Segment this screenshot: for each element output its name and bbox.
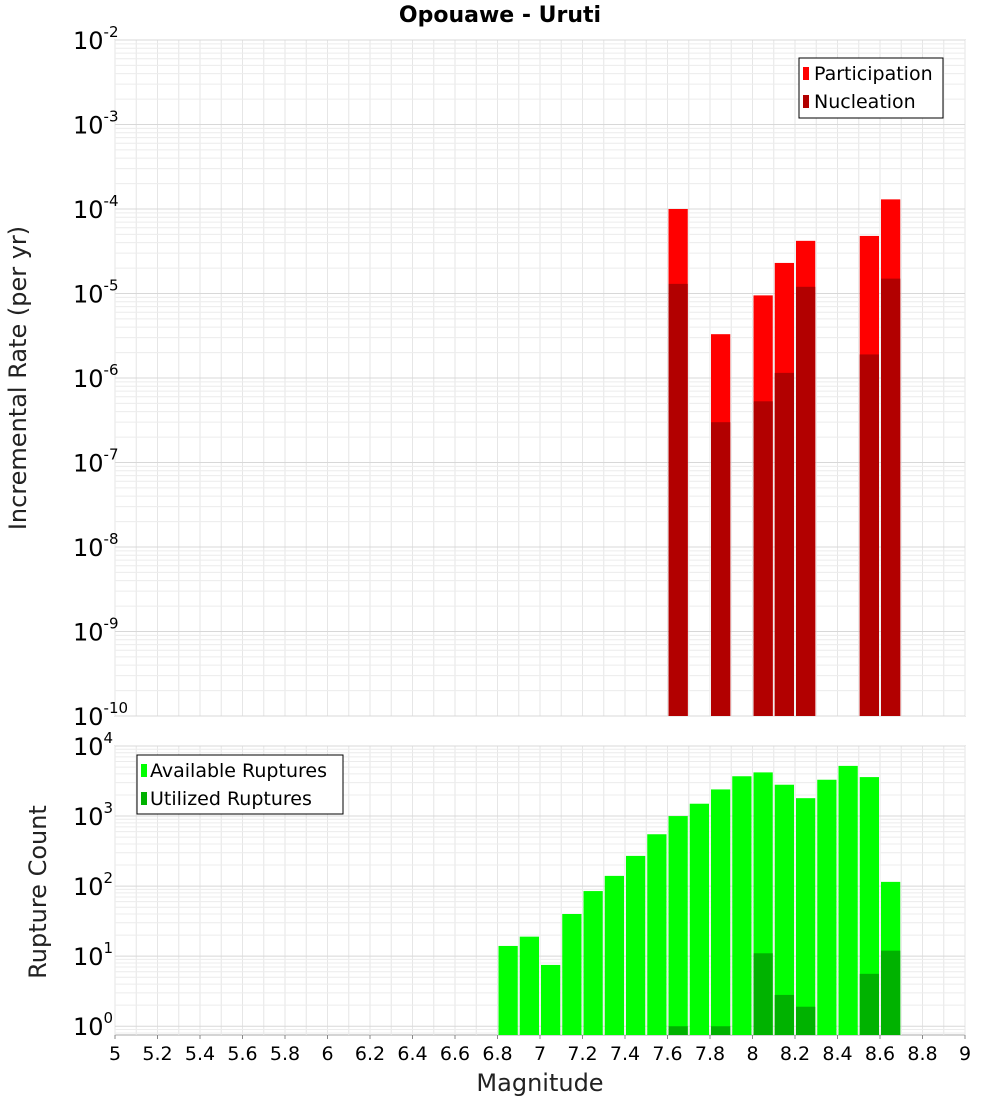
rate-y-tick-label: 10-5 bbox=[73, 277, 119, 309]
x-tick-label: 7.4 bbox=[610, 1043, 640, 1065]
rate-y-tick-label: 10-9 bbox=[73, 615, 119, 647]
x-tick-label: 5.2 bbox=[142, 1043, 172, 1065]
x-tick-label: 8.2 bbox=[780, 1043, 810, 1065]
count-available-ruptures-bar bbox=[689, 803, 709, 1035]
count-available-ruptures-bar bbox=[583, 891, 603, 1035]
count-available-ruptures-bar bbox=[774, 784, 794, 1035]
count-available-ruptures-bar bbox=[541, 964, 561, 1035]
count-available-ruptures-bar bbox=[796, 798, 816, 1035]
count-bars bbox=[498, 765, 901, 1035]
count-utilized-ruptures-bar bbox=[774, 994, 794, 1035]
count-y-tick-label: 100 bbox=[73, 1009, 113, 1041]
rate-y-axis-title: Incremental Rate (per yr) bbox=[4, 226, 32, 530]
x-tick-label: 8.8 bbox=[907, 1043, 937, 1065]
participation-swatch bbox=[803, 67, 809, 80]
x-tick-label: 5 bbox=[109, 1043, 121, 1065]
count-available-ruptures-bar bbox=[817, 779, 837, 1035]
x-tick-label: 6 bbox=[321, 1043, 333, 1065]
rate-nucleation-bar bbox=[753, 401, 773, 716]
rate-y-tick-label: 10-3 bbox=[73, 108, 119, 140]
legend-available: Available Ruptures bbox=[150, 760, 327, 782]
rate-y-tick-label: 10-6 bbox=[73, 361, 119, 393]
rupture-count-panel: 104 103 102 101 100 5 5.2 5.4 5.6 5.8 6 6.2 6.4 6.6 6… bbox=[24, 729, 971, 1097]
count-available-ruptures-bar bbox=[498, 945, 518, 1035]
x-tick-label: 7.2 bbox=[567, 1043, 597, 1065]
count-utilized-ruptures-bar bbox=[881, 950, 901, 1035]
legend-utilized: Utilized Ruptures bbox=[150, 788, 312, 810]
count-utilized-ruptures-bar bbox=[859, 973, 879, 1035]
x-tick-label: 5.8 bbox=[270, 1043, 300, 1065]
legend-participation: Participation bbox=[814, 63, 933, 85]
rate-y-tick-label: 10-4 bbox=[73, 192, 119, 224]
count-legend-box bbox=[136, 754, 344, 815]
count-available-ruptures-bar bbox=[519, 936, 539, 1035]
rate-y-tick-label: 10-10 bbox=[73, 699, 128, 731]
legend-nucleation: Nucleation bbox=[814, 91, 916, 113]
rate-gridlines bbox=[114, 39, 966, 717]
rate-y-ticks: 10-2 10-3 10-4 10-5 10-6 10-7 10-8 10-9 10-10 bbox=[73, 23, 128, 731]
rate-nucleation-bar bbox=[668, 283, 688, 716]
count-y-tick-label: 102 bbox=[73, 869, 113, 901]
rate-y-tick-label: 10-7 bbox=[73, 446, 119, 478]
x-tick-label: 7.8 bbox=[695, 1043, 725, 1065]
x-tick-label: 7.6 bbox=[652, 1043, 682, 1065]
count-available-ruptures-bar bbox=[732, 776, 752, 1035]
x-tick-label: 8.6 bbox=[865, 1043, 895, 1065]
rate-legend: Participation Nucleation bbox=[798, 57, 944, 119]
count-available-ruptures-bar bbox=[711, 789, 731, 1035]
x-tick-label: 6.2 bbox=[355, 1043, 385, 1065]
x-tick-label: 9 bbox=[959, 1043, 971, 1065]
rate-y-tick-label: 10-8 bbox=[73, 530, 119, 562]
count-available-ruptures-bar bbox=[668, 816, 688, 1035]
utilized-swatch bbox=[141, 792, 147, 805]
available-swatch bbox=[141, 764, 147, 777]
count-available-ruptures-bar bbox=[838, 765, 858, 1035]
count-legend: Available Ruptures Utilized Ruptures bbox=[136, 754, 344, 815]
rate-nucleation-bar bbox=[881, 278, 901, 716]
count-y-ticks: 104 103 102 101 100 bbox=[73, 729, 113, 1041]
rate-bars bbox=[668, 199, 901, 717]
x-tick-label: 6.6 bbox=[440, 1043, 470, 1065]
rate-y-tick-label: 10-2 bbox=[73, 23, 119, 55]
chart-title: Opouawe - Uruti bbox=[399, 3, 601, 28]
rate-nucleation-bar bbox=[796, 286, 816, 716]
count-y-tick-label: 103 bbox=[73, 799, 113, 831]
rate-legend-box bbox=[798, 57, 944, 119]
count-utilized-ruptures-bar bbox=[753, 953, 773, 1035]
count-available-ruptures-bar bbox=[604, 875, 624, 1035]
x-tick-label: 8 bbox=[746, 1043, 758, 1065]
count-utilized-ruptures-bar bbox=[711, 1026, 731, 1035]
x-tick-label: 5.6 bbox=[227, 1043, 257, 1065]
x-tick-label: 5.4 bbox=[185, 1043, 215, 1065]
count-y-tick-label: 101 bbox=[73, 939, 113, 971]
x-tick-label: 6.8 bbox=[482, 1043, 512, 1065]
x-tick-label: 7 bbox=[534, 1043, 546, 1065]
count-available-ruptures-bar bbox=[562, 914, 582, 1035]
rate-nucleation-bar bbox=[711, 422, 731, 716]
count-y-tick-label: 104 bbox=[73, 729, 113, 761]
count-utilized-ruptures-bar bbox=[796, 1006, 816, 1035]
rate-nucleation-bar bbox=[859, 354, 879, 716]
magnitude-x-ticks: 5 5.2 5.4 5.6 5.8 6 6.2 6.4 6.6 6.8 7 7.2 7.4 7.6 7.8 8… bbox=[109, 1035, 971, 1065]
count-available-ruptures-bar bbox=[626, 855, 646, 1035]
count-utilized-ruptures-bar bbox=[668, 1026, 688, 1035]
rate-nucleation-bar bbox=[774, 372, 794, 716]
x-tick-label: 6.4 bbox=[397, 1043, 427, 1065]
count-available-ruptures-bar bbox=[647, 834, 667, 1035]
count-available-ruptures-bar bbox=[859, 777, 879, 1035]
rate-panel: 10-2 10-3 10-4 10-5 10-6 10-7 10-8 10-9 10-10 In… bbox=[4, 23, 966, 731]
nucleation-swatch bbox=[803, 95, 809, 108]
x-tick-label: 8.4 bbox=[822, 1043, 852, 1065]
x-axis-title: Magnitude bbox=[476, 1069, 603, 1097]
count-y-axis-title: Rupture Count bbox=[24, 805, 52, 979]
